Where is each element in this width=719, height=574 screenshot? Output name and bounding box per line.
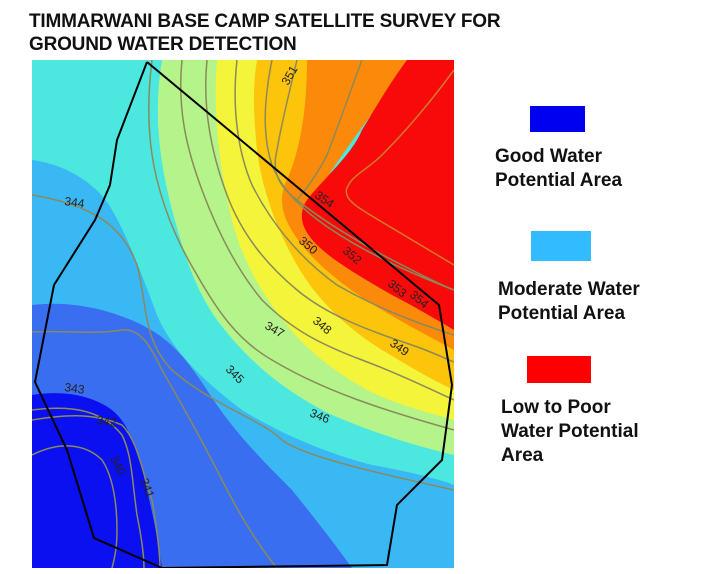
survey-boundary <box>33 61 454 568</box>
contour-label: 343 <box>64 380 86 397</box>
legend-label-poor: Low to Poor Water Potential Area <box>501 397 639 466</box>
zone-red <box>301 60 454 330</box>
title-line-2: GROUND WATER DETECTION <box>29 34 297 55</box>
legend-label-good: Good Water Potential Area <box>495 146 623 191</box>
legend-swatch-moderate <box>531 231 591 261</box>
zone-deep-blue <box>32 393 162 568</box>
contour-label: 342 <box>96 413 118 430</box>
title-line-1: TIMMARWANI BASE CAMP SATELLITE SURVEY FO… <box>29 11 501 32</box>
contour-label: 341 <box>137 476 157 500</box>
map-title: TIMMARWANI BASE CAMP SATELLITE SURVEY FO… <box>29 10 569 56</box>
legend-swatch-good <box>530 106 585 132</box>
contour-label-group: 340 341 342 343 344 345 346 347 348 349 … <box>64 63 432 500</box>
legend-swatch-poor <box>527 356 591 383</box>
groundwater-contour-map: 340 341 342 343 344 345 346 347 348 349 … <box>32 60 454 568</box>
contour-label: 344 <box>64 194 86 211</box>
contour-lines <box>32 60 454 568</box>
legend-label-moderate: Moderate Water Potential Area <box>498 279 640 324</box>
